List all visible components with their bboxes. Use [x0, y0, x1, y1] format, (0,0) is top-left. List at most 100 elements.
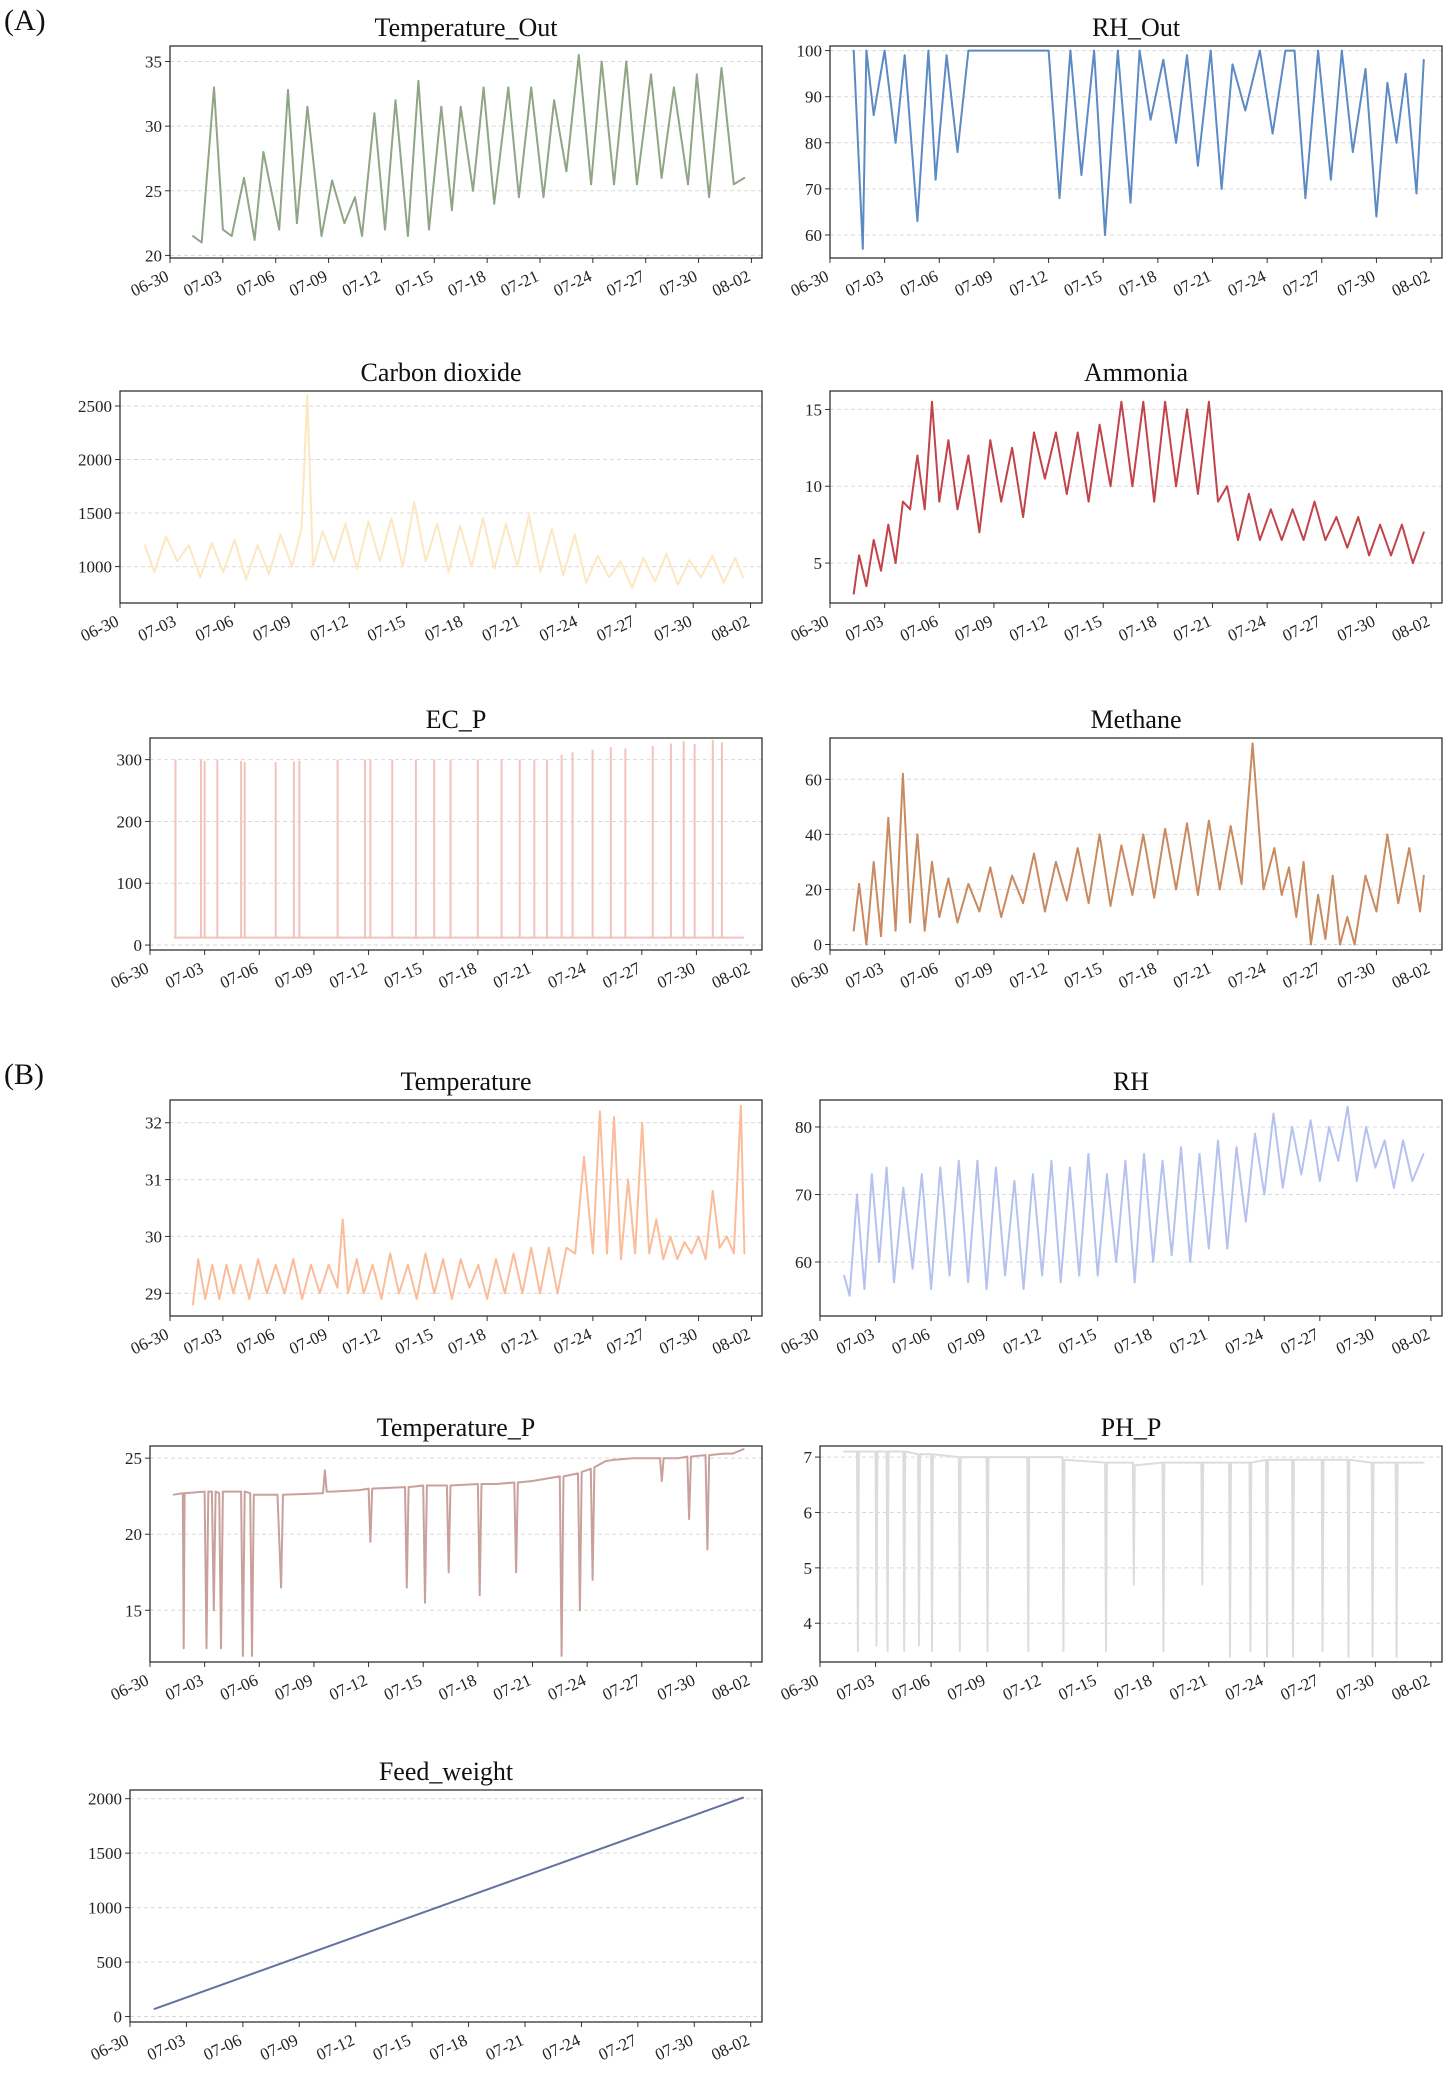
data-point	[1076, 431, 1079, 434]
x-tick-label: 07-15	[1061, 266, 1105, 300]
data-point	[848, 1294, 851, 1297]
data-point	[875, 1644, 878, 1647]
data-point	[1375, 910, 1378, 913]
data-point	[1402, 1139, 1405, 1142]
data-point	[642, 557, 645, 559]
data-point	[918, 1644, 920, 1647]
data-point	[613, 1458, 616, 1461]
data-point	[249, 1492, 252, 1495]
data-point	[1013, 1180, 1016, 1182]
data-point	[923, 929, 926, 932]
data-point	[404, 1486, 406, 1488]
data-point	[930, 1453, 932, 1456]
data-point	[1011, 874, 1014, 877]
chart-ammonia: Ammonia 5 10 15 06-30 07-03 07-06 07-09 07-12 07-…	[788, 358, 1443, 645]
data-point	[613, 1116, 615, 1118]
data-point	[742, 1448, 745, 1450]
data-point	[920, 1173, 923, 1176]
data-point	[978, 531, 981, 534]
data-point	[1291, 1458, 1293, 1461]
y-tick-label: 31	[145, 1171, 162, 1190]
data-point	[1054, 431, 1057, 434]
data-point	[887, 816, 890, 819]
data-point	[1320, 1458, 1323, 1461]
data-point	[856, 1193, 858, 1196]
data-point	[662, 1258, 665, 1261]
x-tick-label: 07-15	[364, 611, 408, 645]
data-point	[589, 1467, 592, 1470]
data-point	[240, 1490, 242, 1493]
data-point	[153, 571, 156, 573]
data-point	[1129, 201, 1132, 204]
x-tick-label: 06-30	[788, 611, 832, 645]
data-point	[1038, 49, 1041, 52]
data-point	[1340, 49, 1343, 52]
data-point	[1273, 847, 1276, 850]
x-tick-label: 07-24	[545, 1670, 589, 1704]
plot-frame	[129, 1789, 763, 2023]
data-point	[428, 228, 430, 231]
data-point	[445, 1484, 448, 1487]
data-point	[459, 525, 462, 527]
data-point	[1198, 1153, 1201, 1155]
data-point	[539, 571, 542, 573]
data-point	[722, 1452, 725, 1455]
data-point	[562, 574, 565, 577]
data-point	[256, 544, 259, 547]
data-point	[1396, 1461, 1399, 1464]
data-point	[204, 1298, 207, 1300]
data-point	[1364, 68, 1367, 70]
data-point	[143, 544, 146, 547]
data-point	[843, 1450, 845, 1453]
series-line	[154, 1796, 744, 2010]
data-point	[530, 1246, 533, 1249]
x-tick-label: 07-27	[603, 1324, 647, 1358]
data-point	[187, 544, 190, 547]
data-point	[1293, 1458, 1295, 1461]
data-point	[539, 1292, 541, 1295]
data-point	[683, 1241, 686, 1244]
data-point	[322, 1492, 324, 1495]
data-point	[1197, 164, 1199, 167]
data-point	[433, 1292, 436, 1295]
data-point	[1235, 1146, 1238, 1149]
x-tick-label: 07-15	[381, 1670, 425, 1704]
data-point	[1422, 1153, 1425, 1155]
x-tick-label: 07-09	[944, 1324, 988, 1358]
x-tick-label: 07-15	[1055, 1324, 1099, 1358]
data-point	[870, 1173, 873, 1176]
data-point	[901, 500, 904, 503]
data-point	[741, 576, 744, 579]
data-point	[451, 1298, 453, 1300]
data-point	[1353, 943, 1356, 946]
data-point	[331, 1490, 334, 1493]
data-point	[1240, 883, 1243, 885]
x-tick-label: 07-30	[1334, 611, 1378, 645]
data-point	[1262, 888, 1265, 891]
x-tick-label: 07-27	[1278, 1324, 1322, 1358]
data-point	[620, 1258, 622, 1261]
data-point	[361, 235, 363, 237]
data-point	[916, 454, 919, 457]
x-tick-label: 06-30	[88, 2030, 132, 2064]
data-point	[355, 1258, 358, 1261]
x-tick-label: 07-27	[1279, 958, 1323, 992]
data-point	[192, 1303, 194, 1306]
x-tick-label: 07-03	[162, 958, 206, 992]
data-point	[257, 1258, 259, 1261]
y-tick-label: 20	[125, 1525, 142, 1544]
data-point	[993, 49, 995, 52]
data-point	[660, 176, 663, 179]
data-point	[221, 228, 224, 231]
data-point	[1153, 896, 1156, 899]
data-point	[619, 560, 622, 563]
y-tick-label: 0	[134, 936, 143, 955]
x-tick-label: 07-15	[392, 266, 436, 300]
data-point	[1328, 1126, 1330, 1128]
x-tick-label: 07-21	[1170, 266, 1214, 300]
data-point	[1063, 1458, 1066, 1461]
data-point	[631, 1457, 634, 1460]
x-tick-label: 08-02	[709, 1324, 753, 1358]
data-point	[957, 1159, 960, 1162]
x-tick-label: 07-27	[599, 1670, 643, 1704]
